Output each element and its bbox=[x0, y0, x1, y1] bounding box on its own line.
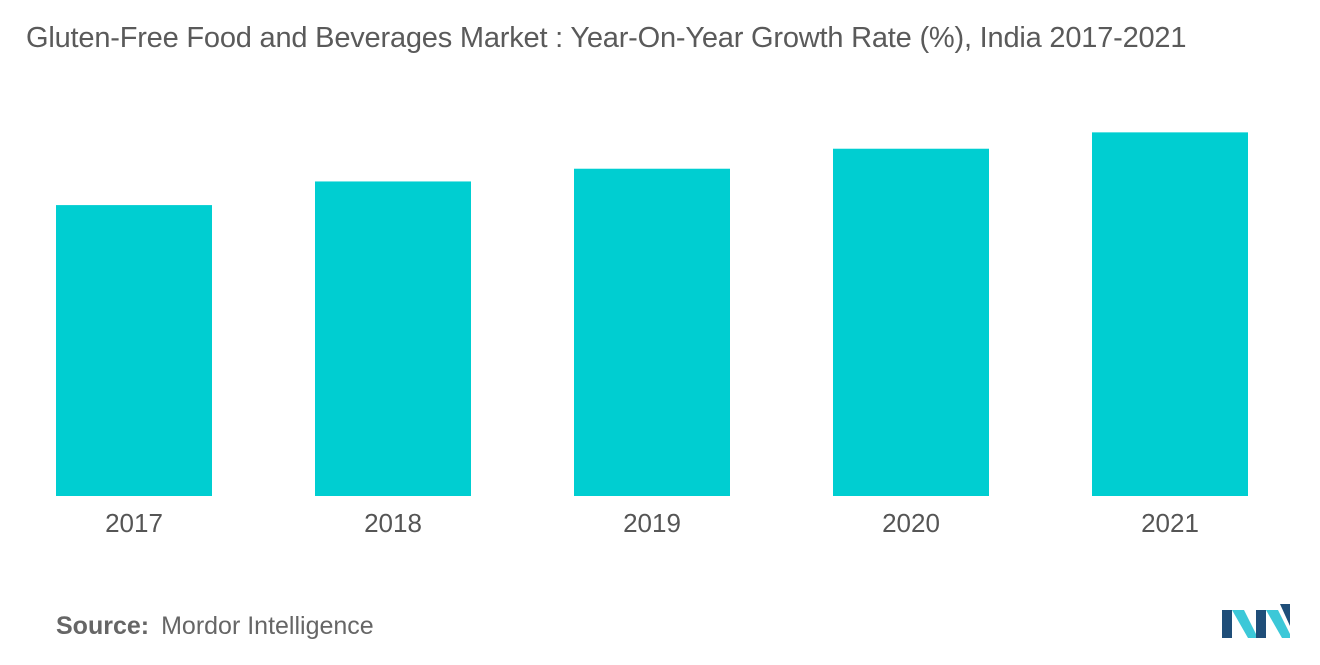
bar-2018 bbox=[315, 181, 471, 497]
x-tick-label-2019: 2019 bbox=[623, 508, 681, 538]
bar-chart: 2017 2018 2019 2020 2021 bbox=[56, 132, 1248, 538]
x-tick-label-2021: 2021 bbox=[1141, 508, 1199, 538]
source-note: Source: Mordor Intelligence bbox=[56, 612, 374, 641]
bar-2019 bbox=[574, 168, 730, 496]
bar-2021 bbox=[1092, 132, 1248, 496]
bar-2020 bbox=[833, 148, 989, 496]
bars-group bbox=[56, 132, 1248, 497]
x-tick-label-2020: 2020 bbox=[882, 508, 940, 538]
bar-2017 bbox=[56, 205, 212, 496]
source-text: Mordor Intelligence bbox=[161, 612, 374, 640]
x-tick-labels-group: 2017 2018 2019 2020 2021 bbox=[105, 508, 1199, 538]
chart-title: Gluten-Free Food and Beverages Market : … bbox=[26, 22, 1187, 54]
mordor-intelligence-logo-icon bbox=[1222, 604, 1290, 638]
source-label: Source: bbox=[56, 612, 150, 640]
x-tick-label-2018: 2018 bbox=[364, 508, 422, 538]
x-tick-label-2017: 2017 bbox=[105, 508, 163, 538]
